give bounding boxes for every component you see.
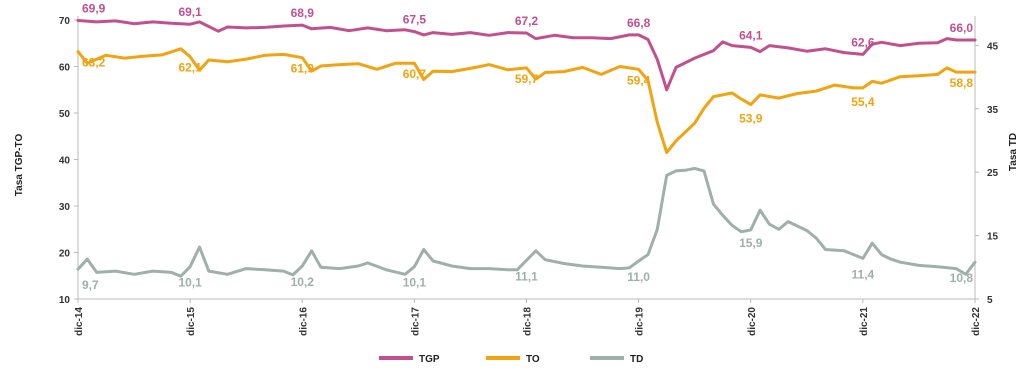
data-label-to: 62,1 [178,61,202,75]
y-right-tick-label: 5 [987,295,993,306]
data-label-to: 53,9 [739,112,763,126]
data-label-td: 10,1 [403,276,427,290]
data-label-tgp: 69,1 [178,5,202,19]
x-tick-label: dic-18 [523,307,534,336]
chart-axes: 10 20 30 40 50 60 70 5 15 25 35 45 dic-14 dic-15 dic-1… [59,16,999,336]
x-tick-label: dic-22 [971,307,982,336]
data-label-tgp: 66,8 [627,16,651,30]
data-label-td: 11,1 [515,269,538,283]
data-label-td: 11,0 [627,270,650,284]
data-label-td: 15,9 [739,236,763,250]
data-label-to: 61,9 [291,62,315,76]
legend-item-td: TD [590,354,643,365]
data-label-tgp: 64,1 [739,28,763,42]
data-label-td: 10,8 [950,271,974,285]
y-axis-left-label: Tasa TGP-TO [14,134,25,197]
data-label-tgp: 62,6 [851,35,875,49]
y-right-tick-label: 25 [987,168,999,179]
y-left-tick-label: 60 [59,63,71,74]
series-line-to [76,47,977,154]
series-line-td [76,166,977,278]
data-label-to: 63,2 [82,56,106,70]
y-left-tick-label: 40 [59,156,71,167]
chart-legend: TGP TO TD [379,354,643,365]
series-line-tgp [76,19,977,92]
y-left-tick-label: 10 [59,295,71,306]
data-label-td: 9,7 [82,278,99,292]
data-label-tgp: 67,2 [515,14,539,28]
data-label-tgp: 68,9 [291,6,315,20]
data-label-to: 55,4 [851,95,875,109]
chart-series [76,19,977,278]
x-tick-label: dic-20 [747,307,758,336]
x-tick-label: dic-17 [410,307,421,336]
data-label-to: 59,7 [515,72,539,86]
x-tick-label: dic-14 [74,307,85,336]
y-left-tick-label: 50 [59,109,71,120]
data-label-to: 58,8 [950,76,974,90]
data-label-to: 59,4 [627,73,651,87]
legend-label-tgp: TGP [419,354,440,365]
y-axis-right-label: Tasa TD [1008,133,1019,171]
data-label-td: 11,4 [852,267,875,281]
x-tick-label: dic-16 [298,307,309,336]
data-label-td: 10,2 [291,275,315,289]
y-right-tick-label: 35 [987,105,999,116]
data-label-to: 60,7 [403,67,427,81]
x-tick-label: dic-19 [635,307,646,336]
data-label-tgp: 67,5 [403,13,427,27]
legend-label-to: TO [526,354,540,365]
y-left-tick-label: 30 [59,202,71,213]
chart-data-labels: 69,9 69,1 68,9 67,5 67,2 66,8 64,1 62,6 66,0 63,2… [82,1,973,292]
data-label-tgp: 69,9 [82,1,106,15]
data-label-tgp: 66,0 [950,21,974,35]
y-left-tick-label: 20 [59,249,71,260]
y-left-tick-label: 70 [59,16,71,27]
x-tick-label: dic-15 [186,307,197,336]
legend-label-td: TD [630,354,643,365]
legend-item-to: TO [486,354,540,365]
y-right-tick-label: 15 [987,232,999,243]
data-label-td: 10,1 [178,276,202,290]
y-right-tick-label: 45 [987,41,999,52]
x-tick-label: dic-21 [859,307,870,336]
legend-item-tgp: TGP [379,354,440,365]
